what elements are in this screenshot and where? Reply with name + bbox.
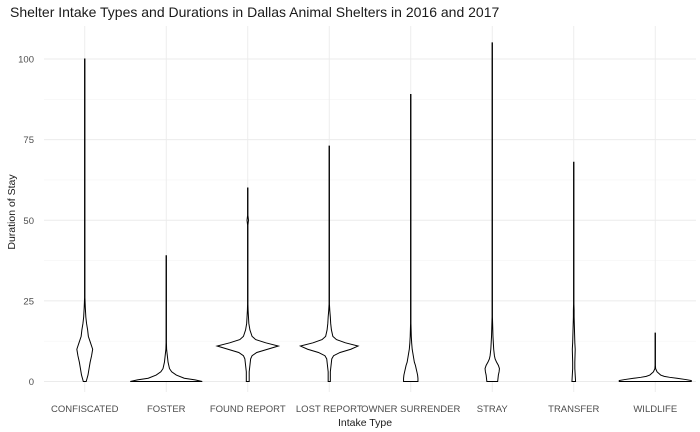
violin-wildlife [618,332,692,382]
y-tick-label: 25 [23,296,34,307]
x-tick-label: TRANSFER [548,404,599,415]
x-tick-label: CONFISCATED [51,404,119,415]
x-tick-label: FOSTER [147,404,186,415]
x-tick-label: STRAY [477,404,509,415]
violin-lost-report [298,145,360,382]
violin-found-report [215,187,281,382]
violin-transfer [571,161,577,382]
x-tick-label: FOUND REPORT [210,404,286,415]
x-tick-label: LOST REPORT [296,404,363,415]
violin-stray [484,42,500,382]
y-axis-label: Duration of Stay [6,174,18,250]
y-tick-label: 75 [23,135,34,146]
y-tick-label: 50 [23,216,34,227]
grid-lines [44,26,696,392]
chart-title: Shelter Intake Types and Durations in Da… [10,4,499,20]
violin-owner-surrender [403,93,419,382]
x-tick-label: WILDLIFE [633,404,677,415]
violin-foster [130,255,203,382]
y-tick-label: 0 [29,377,34,388]
x-tick-label: OWNER SURRENDER [361,404,460,415]
x-axis-label: Intake Type [338,417,392,429]
y-tick-label: 100 [18,55,34,66]
y-tick-labels: 0 25 50 75 100 [18,55,34,389]
x-tick-labels: CONFISCATED FOSTER FOUND REPORT LOST REPORT… [51,404,677,415]
violin-confiscated [76,58,94,382]
violins [76,42,692,382]
